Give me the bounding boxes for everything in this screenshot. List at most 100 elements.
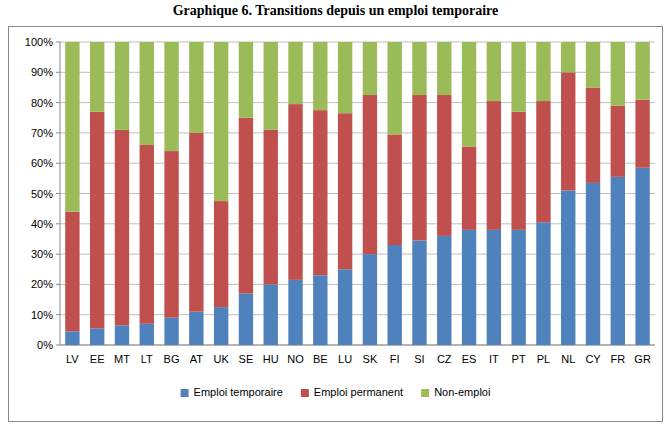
x-tick-label: EE — [90, 353, 105, 365]
bar-segment — [140, 42, 154, 145]
chart: Graphique 6. Transitions depuis un emplo… — [0, 0, 671, 428]
y-tick — [56, 314, 60, 315]
bar-segment — [288, 104, 302, 280]
bar-segment — [189, 133, 203, 312]
bar-segment — [214, 201, 228, 307]
bar-segment — [635, 100, 649, 168]
bar-segment — [511, 112, 525, 230]
x-tick-label: LV — [66, 353, 79, 365]
bar-segment — [412, 95, 426, 240]
bar-segment — [635, 168, 649, 345]
bar-segment — [586, 183, 600, 345]
bar-segment — [313, 42, 327, 110]
bar-segment — [164, 318, 178, 345]
bar-segment — [611, 177, 625, 345]
x-tick-label: SI — [414, 353, 424, 365]
bar-segment — [288, 280, 302, 345]
bar-segment — [189, 312, 203, 345]
x-tick-label: IT — [489, 353, 499, 365]
legend: Emploi temporaireEmploi permanentNon-emp… — [181, 386, 491, 398]
bar-segment — [487, 230, 501, 345]
x-tick-label: AT — [190, 353, 204, 365]
y-tick-label: 90% — [31, 66, 53, 78]
bar-segment — [387, 134, 401, 245]
y-tick-label: 60% — [31, 157, 53, 169]
bar-segment — [239, 293, 253, 345]
x-tick-label: LU — [338, 353, 352, 365]
bar-segment — [363, 42, 377, 95]
y-tick — [56, 193, 60, 194]
y-tick-label: 10% — [31, 309, 53, 321]
y-axis — [60, 42, 61, 345]
x-tick-label: SE — [239, 353, 254, 365]
legend-label: Emploi temporaire — [194, 386, 283, 398]
bar-segment — [586, 42, 600, 87]
bars — [65, 42, 650, 345]
bar-segment — [164, 151, 178, 318]
bar-segment — [90, 112, 104, 329]
bar-segment — [586, 87, 600, 182]
y-tick-label: 80% — [31, 97, 53, 109]
bar-segment — [487, 42, 501, 101]
x-tick-label: BG — [164, 353, 180, 365]
bar-segment — [90, 328, 104, 345]
y-tick — [56, 163, 60, 164]
bar-segment — [115, 130, 129, 325]
bar-segment — [90, 42, 104, 112]
y-tick — [56, 254, 60, 255]
bar-segment — [487, 101, 501, 230]
bar-segment — [561, 190, 575, 345]
bar-segment — [140, 145, 154, 324]
y-tick — [56, 72, 60, 73]
y-tick — [56, 132, 60, 133]
legend-swatch — [421, 389, 429, 397]
y-tick — [56, 223, 60, 224]
bar-segment — [164, 42, 178, 151]
bar-segment — [338, 269, 352, 345]
chart-frame — [9, 27, 663, 422]
bar-segment — [264, 42, 278, 130]
bar-segment — [313, 110, 327, 275]
bar-segment — [363, 254, 377, 345]
x-tick-label: HU — [263, 353, 279, 365]
legend-label: Emploi permanent — [314, 386, 403, 398]
y-tick-label: 40% — [31, 218, 53, 230]
bar-segment — [611, 42, 625, 106]
x-tick-label: GR — [634, 353, 651, 365]
bar-segment — [115, 42, 129, 130]
bar-segment — [511, 230, 525, 345]
bar-segment — [140, 324, 154, 345]
bar-segment — [338, 42, 352, 113]
bar-segment — [536, 222, 550, 345]
x-tick-label: CY — [585, 353, 601, 365]
y-tick — [56, 345, 60, 346]
bar-segment — [536, 42, 550, 101]
bar-segment — [189, 42, 203, 133]
x-tick-label: CZ — [437, 353, 452, 365]
bar-segment — [412, 240, 426, 345]
x-tick-label: LT — [141, 353, 153, 365]
bar-segment — [65, 42, 79, 212]
bar-segment — [313, 275, 327, 345]
legend-swatch — [301, 389, 309, 397]
x-tick-label: FI — [390, 353, 400, 365]
bar-segment — [65, 212, 79, 332]
y-tick-label: 30% — [31, 248, 53, 260]
bar-segment — [462, 230, 476, 345]
x-tick-label: ES — [462, 353, 477, 365]
x-tick-label: NL — [561, 353, 575, 365]
y-tick-label: 70% — [31, 127, 53, 139]
y-tick-label: 20% — [31, 278, 53, 290]
bar-segment — [214, 42, 228, 201]
bar-segment — [536, 101, 550, 222]
y-tick-label: 50% — [31, 188, 53, 200]
x-tick-label: MT — [114, 353, 130, 365]
bar-segment — [561, 42, 575, 72]
bar-segment — [264, 130, 278, 285]
bar-segment — [511, 42, 525, 112]
bar-segment — [462, 42, 476, 147]
x-tick-label: PT — [512, 353, 526, 365]
bar-segment — [635, 42, 649, 100]
y-tick-label: 100% — [25, 36, 53, 48]
bar-segment — [561, 72, 575, 190]
